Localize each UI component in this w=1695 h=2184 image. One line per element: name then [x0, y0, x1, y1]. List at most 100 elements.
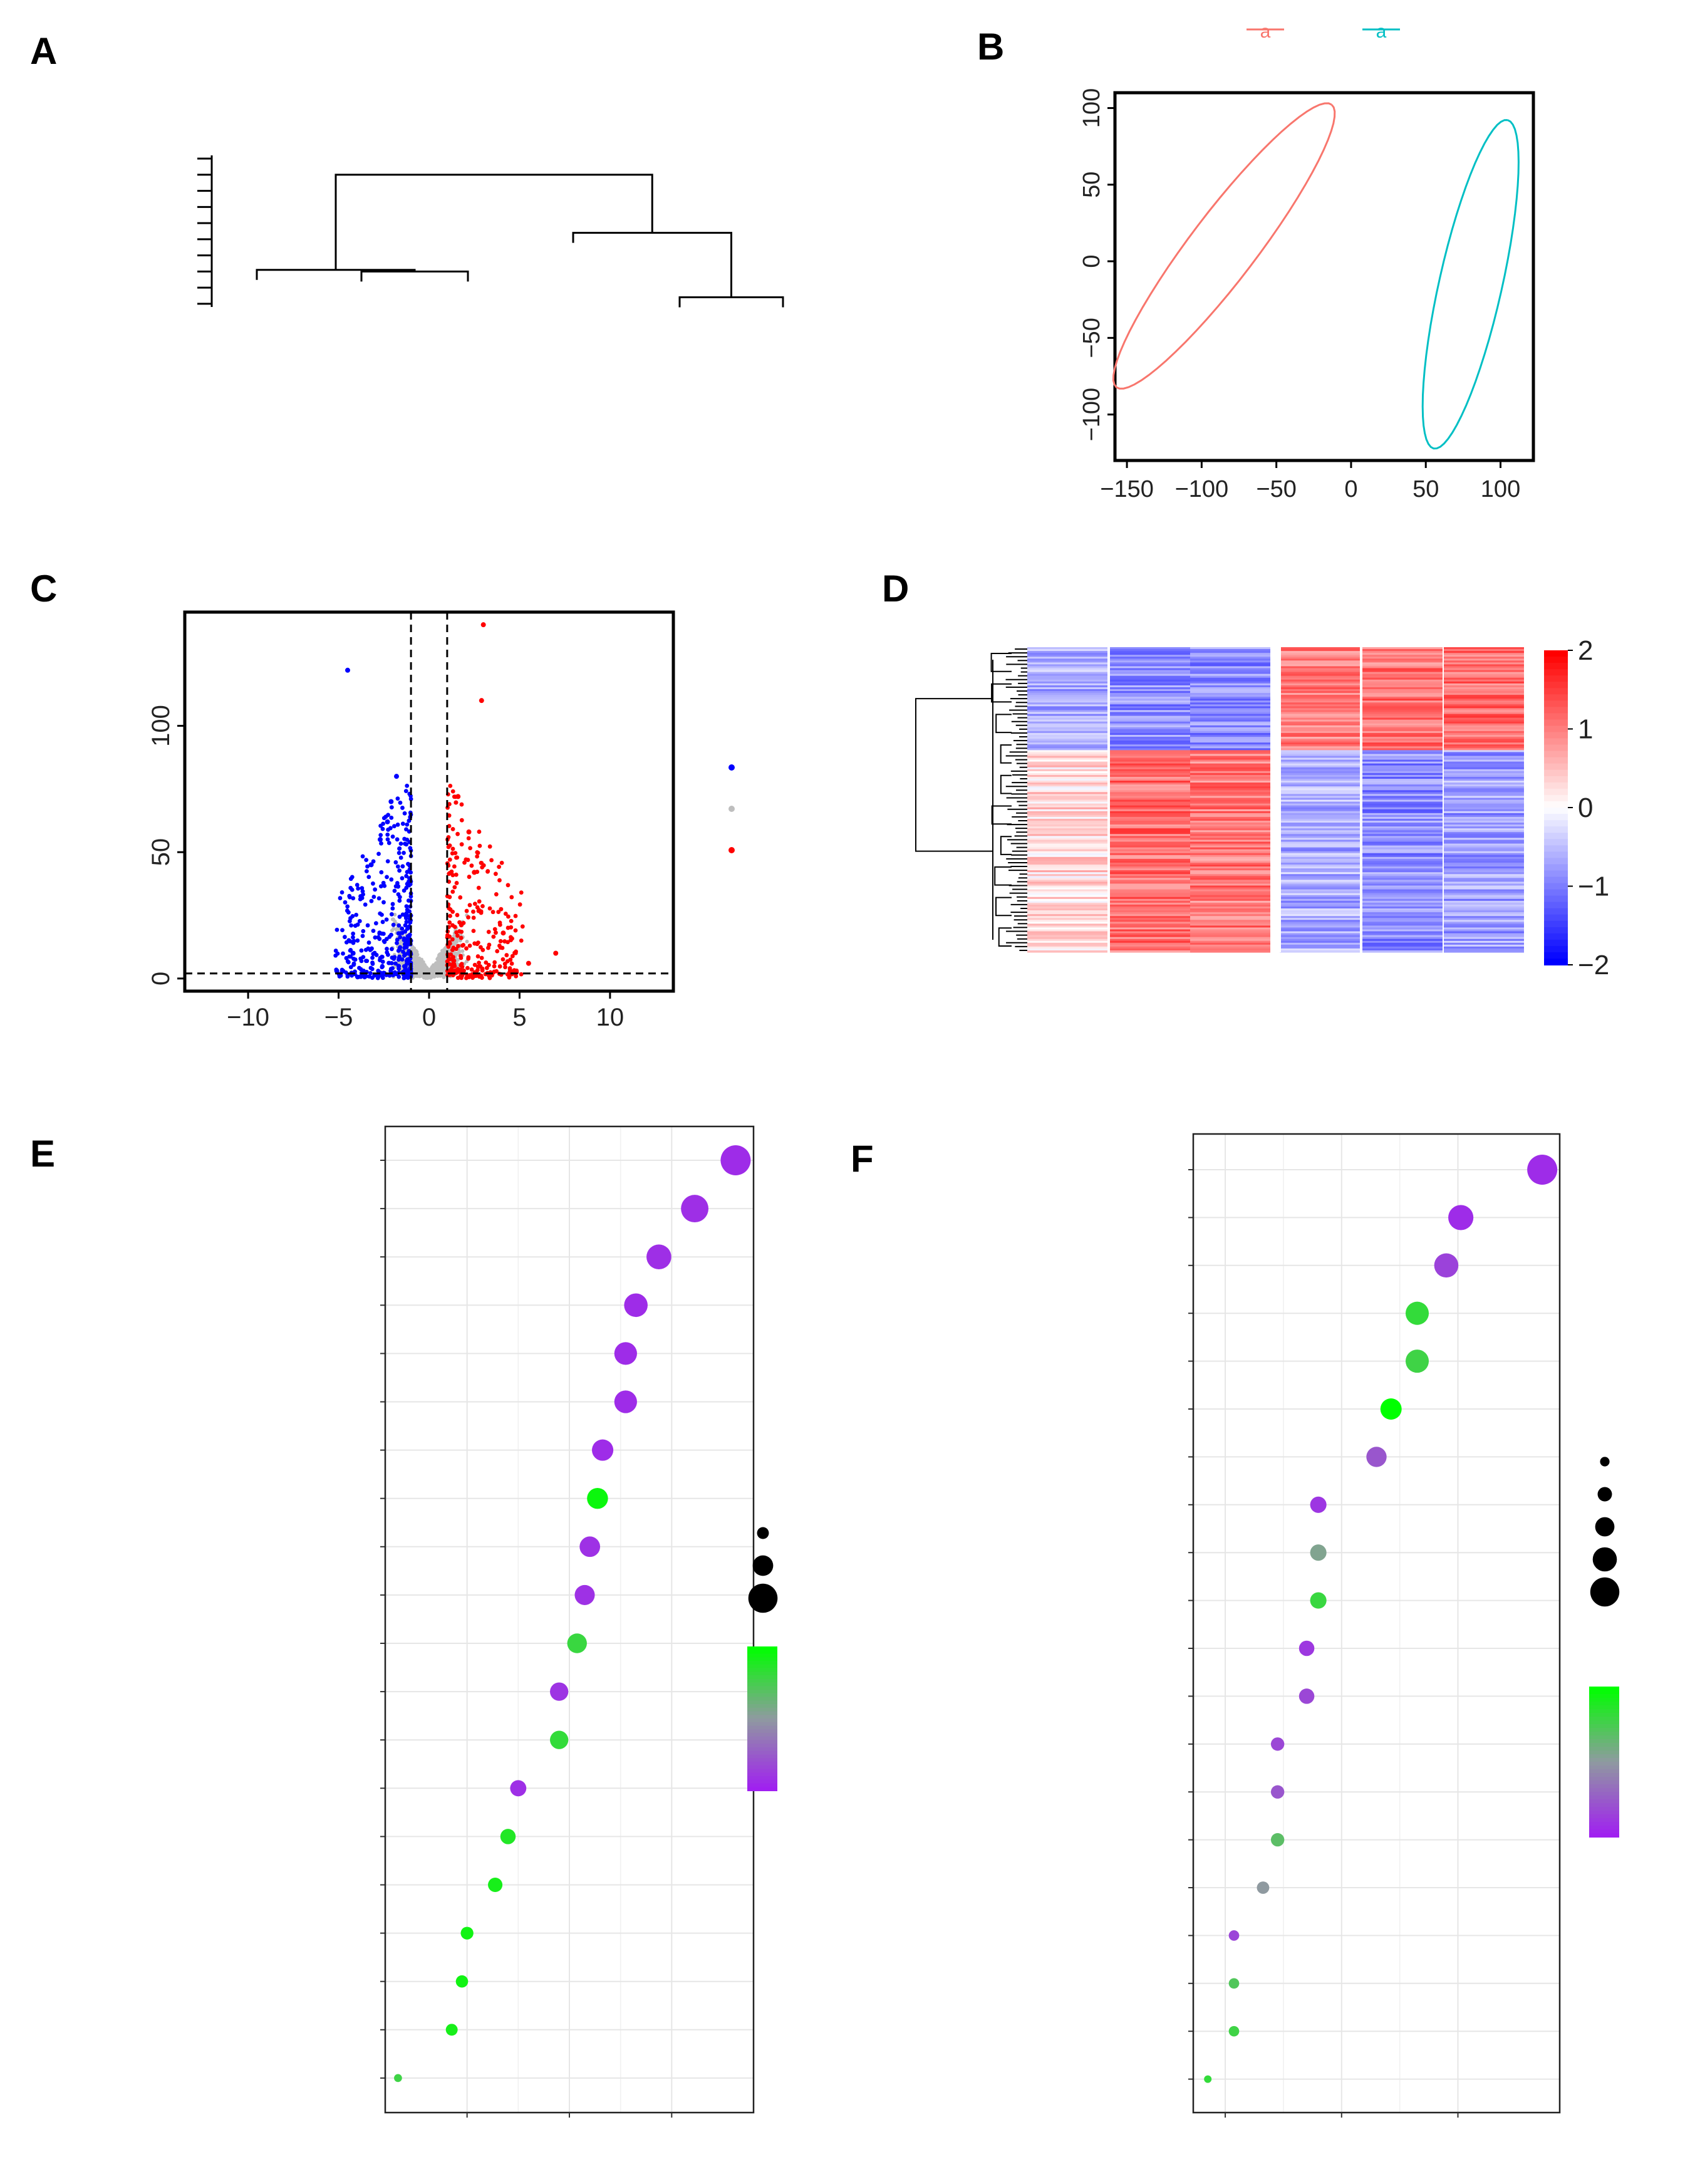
- highlight-point: [394, 774, 399, 779]
- panel-label-f: F: [851, 1138, 874, 1180]
- size-legend-dot: [748, 1583, 778, 1613]
- grid-lines: [1193, 1134, 1560, 2113]
- y-tick-label: −100: [1079, 388, 1105, 442]
- highlight-point: [480, 622, 486, 628]
- y-tick-label: 100: [147, 705, 175, 747]
- term-dot: [574, 1584, 595, 1605]
- term-dot: [1257, 1881, 1270, 1894]
- term-dot: [624, 1293, 648, 1318]
- up-points: [445, 622, 559, 980]
- panel-f-kegg-dotplot: [1188, 1133, 1624, 2118]
- term-dot: [500, 1829, 516, 1844]
- plot-frame: [1192, 1133, 1561, 2114]
- dendrogram-branch: [572, 232, 732, 298]
- size-legend-dot: [1595, 1517, 1615, 1537]
- y-tick-label: 50: [147, 838, 175, 866]
- size-legend-dot: [752, 1555, 774, 1576]
- highlight-point: [385, 819, 390, 824]
- dendrogram-branch: [678, 296, 784, 308]
- term-dot: [1270, 1785, 1285, 1799]
- term-dot: [614, 1342, 637, 1365]
- term-dot: [1405, 1349, 1429, 1373]
- term-dot: [1310, 1496, 1327, 1513]
- y-tick-label: −50: [1079, 318, 1105, 358]
- term-dot: [1366, 1447, 1387, 1467]
- color-legend-bar: [1589, 1687, 1619, 1838]
- x-tick-label: −100: [1175, 476, 1229, 502]
- term-dot: [1228, 2025, 1240, 2037]
- row-dendrogram: [915, 648, 1027, 951]
- term-dot: [681, 1195, 709, 1223]
- dendrogram-branch: [360, 270, 469, 282]
- panel-label-b: B: [977, 26, 1004, 68]
- heatmap-column: [1190, 647, 1270, 953]
- highlight-point: [345, 667, 350, 673]
- heatmap-column: [1444, 647, 1524, 953]
- term-dot: [1310, 1592, 1327, 1609]
- highlight-point: [472, 870, 477, 875]
- highlight-point: [388, 799, 394, 804]
- x-tick-label: −150: [1100, 476, 1154, 502]
- x-tick-label: 0: [422, 1004, 436, 1031]
- color-legend-bar: [747, 1646, 777, 1791]
- term-dot: [1380, 1398, 1402, 1420]
- size-legend-dot: [1597, 1487, 1612, 1502]
- term-dot: [587, 1487, 608, 1509]
- heatmap-column: [1110, 647, 1190, 953]
- highlight-point: [500, 930, 506, 936]
- term-dot: [1434, 1253, 1459, 1278]
- legend-key-up: [728, 847, 735, 853]
- x-tick-label: −5: [324, 1004, 353, 1031]
- term-dot: [460, 1927, 474, 1940]
- panel-e-go-dotplot: [380, 1125, 782, 2118]
- term-dot: [1298, 1688, 1315, 1704]
- y-tick-label: 0: [147, 972, 175, 985]
- legend-key-stable: [728, 806, 735, 812]
- term-dot: [1527, 1155, 1558, 1185]
- term-dot: [567, 1633, 587, 1653]
- term-dot: [488, 1877, 503, 1893]
- panel-label-e: E: [30, 1133, 55, 1175]
- term-dot: [646, 1244, 671, 1270]
- confidence-ellipse-siKdm4d: [1421, 119, 1520, 450]
- term-dot: [445, 2024, 458, 2036]
- highlight-point: [334, 968, 340, 974]
- term-dot: [1310, 1544, 1327, 1561]
- term-dot: [1448, 1205, 1474, 1230]
- x-tick-label: 10: [596, 1004, 625, 1031]
- legend-glyph: a: [1376, 21, 1387, 42]
- highlight-point: [526, 960, 531, 966]
- legend-tick-label: −1: [1578, 871, 1609, 902]
- highlight-point: [455, 794, 461, 799]
- down-points: [333, 667, 413, 980]
- panel-label-d: D: [882, 568, 909, 610]
- legend-tick-label: −2: [1578, 950, 1609, 980]
- legend-glyph: a: [1260, 21, 1271, 42]
- highlight-point: [378, 837, 383, 842]
- x-tick-label: 5: [512, 1004, 526, 1031]
- size-legend-dot: [1590, 1577, 1620, 1607]
- size-legend-dot: [757, 1527, 769, 1539]
- grid-lines: [385, 1126, 754, 2113]
- term-dot: [1204, 2075, 1212, 2083]
- y-tick-label: 100: [1079, 88, 1105, 128]
- term-dot: [550, 1682, 569, 1701]
- legend-key-down: [728, 764, 735, 771]
- x-tick-label: 100: [1481, 476, 1520, 502]
- plot-frame: [1113, 91, 1535, 462]
- term-dot: [510, 1780, 527, 1797]
- x-tick-label: −10: [227, 1004, 269, 1031]
- size-legend-dot: [1600, 1457, 1610, 1467]
- term-dot: [592, 1439, 614, 1461]
- term-dot: [1228, 1978, 1240, 1989]
- legend-tick-label: 0: [1578, 793, 1593, 823]
- panel-d-heatmap: 2 1 0 −1 −2: [915, 635, 1609, 980]
- y-tick-label: 0: [1079, 254, 1105, 268]
- color-legend-bar: [1544, 650, 1568, 965]
- term-dot: [1298, 1640, 1315, 1656]
- split-gap: [1275, 647, 1281, 952]
- highlight-point: [466, 829, 472, 835]
- highlight-point: [479, 698, 484, 704]
